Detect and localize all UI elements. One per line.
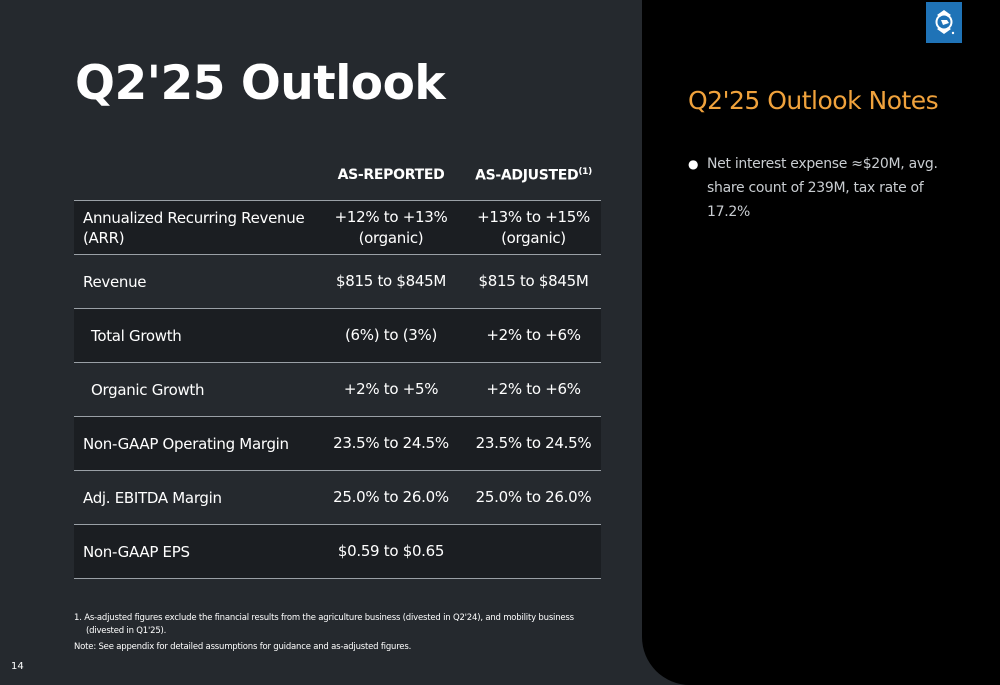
notes-title: Q2'25 Outlook Notes bbox=[688, 86, 939, 115]
footnotes: 1. As-adjusted figures exclude the finan… bbox=[74, 612, 614, 654]
row-adjusted-value: +13% to +15% (organic) bbox=[466, 200, 601, 255]
row-adjusted-value: +2% to +6% bbox=[466, 362, 601, 417]
header-as-reported: AS-REPORTED bbox=[316, 150, 466, 201]
footnote-1: 1. As-adjusted figures exclude the finan… bbox=[74, 613, 574, 636]
header-footnote-marker: (1) bbox=[578, 166, 592, 177]
outlook-table: AS-REPORTED AS-ADJUSTED(1) Annualized Re… bbox=[74, 150, 601, 579]
row-label: Non-GAAP Operating Margin bbox=[74, 416, 316, 471]
table-row-organic-growth: Organic Growth +2% to +5% +2% to +6% bbox=[74, 362, 601, 417]
table-row-arr: Annualized Recurring Revenue (ARR) +12% … bbox=[74, 200, 601, 255]
arr-reported-text: +12% to +13% (organic) bbox=[334, 207, 448, 247]
slide-main: Q2'25 Outlook AS-REPORTED AS-ADJUSTED(1)… bbox=[11, 56, 614, 672]
row-label: Non-GAAP EPS bbox=[74, 524, 316, 579]
row-reported-value: $0.59 to $0.65 bbox=[316, 524, 466, 579]
table-row-eps: Non-GAAP EPS $0.59 to $0.65 bbox=[74, 524, 601, 579]
row-reported-value: $815 to $845M bbox=[316, 254, 466, 309]
logo-glyph-icon bbox=[935, 10, 955, 35]
row-adjusted-value: 25.0% to 26.0% bbox=[466, 470, 601, 525]
row-label: Annualized Recurring Revenue (ARR) bbox=[74, 200, 316, 255]
slide-title: Q2'25 Outlook bbox=[75, 56, 446, 111]
page-number: 14 bbox=[11, 661, 24, 672]
table-row-operating-margin: Non-GAAP Operating Margin 23.5% to 24.5%… bbox=[74, 416, 601, 471]
row-reported-value: +12% to +13% (organic) bbox=[316, 200, 466, 255]
footnote-note: Note: See appendix for detailed assumpti… bbox=[74, 642, 412, 652]
table-row-revenue: Revenue $815 to $845M $815 to $845M bbox=[74, 254, 601, 309]
row-label: Organic Growth bbox=[74, 362, 316, 417]
header-as-adjusted-label: AS-ADJUSTED bbox=[475, 167, 579, 184]
list-item: ● Net interest expense ≈$20M, avg. share… bbox=[688, 152, 938, 224]
notes-panel: Q2'25 Outlook Notes ● Net interest expen… bbox=[642, 0, 1000, 685]
company-logo-icon bbox=[926, 2, 962, 43]
row-label: Adj. EBITDA Margin bbox=[74, 470, 316, 525]
row-reported-value: 23.5% to 24.5% bbox=[316, 416, 466, 471]
row-label: Total Growth bbox=[74, 308, 316, 363]
note-text: Net interest expense ≈$20M, avg. share c… bbox=[707, 156, 938, 220]
table-row-ebitda-margin: Adj. EBITDA Margin 25.0% to 26.0% 25.0% … bbox=[74, 470, 601, 525]
row-label: Revenue bbox=[74, 254, 316, 309]
table-row-total-growth: Total Growth (6%) to (3%) +2% to +6% bbox=[74, 308, 601, 363]
header-metric bbox=[74, 150, 316, 201]
table-header-row: AS-REPORTED AS-ADJUSTED(1) bbox=[74, 150, 601, 201]
arr-adjusted-text: +13% to +15% (organic) bbox=[477, 207, 590, 247]
row-adjusted-value bbox=[466, 524, 601, 579]
row-reported-value: +2% to +5% bbox=[316, 362, 466, 417]
header-as-adjusted: AS-ADJUSTED(1) bbox=[466, 150, 601, 201]
row-adjusted-value: 23.5% to 24.5% bbox=[466, 416, 601, 471]
bullet-icon: ● bbox=[688, 157, 699, 171]
row-adjusted-value: +2% to +6% bbox=[466, 308, 601, 363]
notes-list: ● Net interest expense ≈$20M, avg. share… bbox=[688, 152, 938, 224]
row-reported-value: 25.0% to 26.0% bbox=[316, 470, 466, 525]
row-adjusted-value: $815 to $845M bbox=[466, 254, 601, 309]
row-reported-value: (6%) to (3%) bbox=[316, 308, 466, 363]
